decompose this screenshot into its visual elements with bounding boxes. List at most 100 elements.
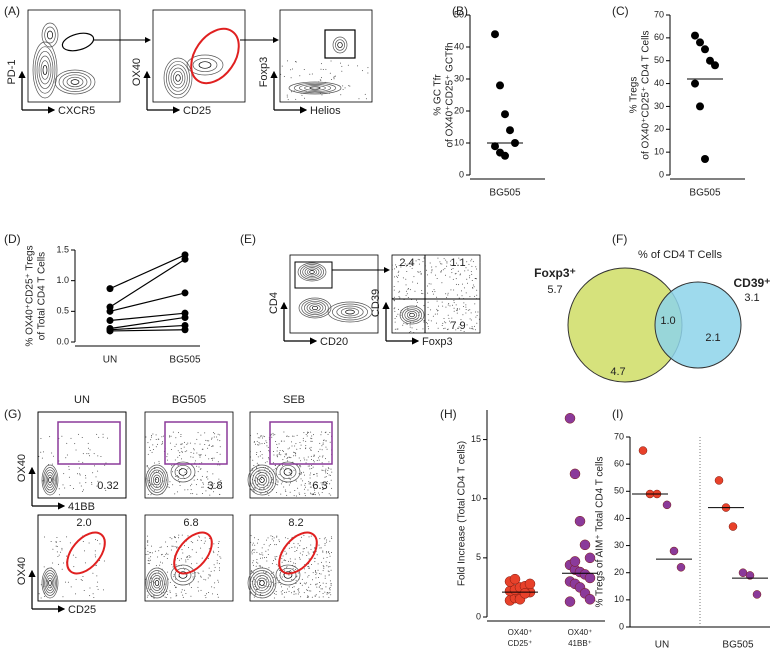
event-dot [320, 63, 322, 65]
event-dot [421, 290, 423, 292]
event-dot [295, 61, 297, 63]
event-dot [270, 581, 272, 583]
event-dot [311, 563, 313, 565]
event-dot [285, 553, 287, 555]
event-dot [51, 452, 53, 454]
y-tick-label: 30 [654, 101, 664, 111]
event-dot [95, 565, 97, 567]
event-dot [329, 540, 331, 542]
event-dot [258, 444, 260, 446]
event-dot [75, 449, 77, 451]
event-dot [190, 485, 192, 487]
event-dot [324, 488, 326, 490]
event-dot [330, 536, 332, 538]
event-dot [263, 487, 265, 489]
event-dot [261, 479, 263, 481]
event-dot [344, 87, 346, 89]
event-dot [314, 492, 316, 494]
event-dot [42, 480, 44, 482]
event-dot [299, 582, 301, 584]
event-dot [198, 536, 200, 538]
event-dot [175, 595, 177, 597]
event-dot [198, 454, 200, 456]
event-dot [261, 547, 263, 549]
event-dot [42, 451, 44, 453]
event-dot [328, 574, 330, 576]
event-dot [409, 322, 411, 324]
contour [309, 304, 321, 312]
event-dot [326, 565, 328, 567]
event-dot [286, 552, 288, 554]
event-dot [291, 435, 293, 437]
event-dot [69, 542, 71, 544]
event-dot [169, 435, 171, 437]
event-dot [444, 327, 446, 329]
event-dot [406, 270, 408, 272]
event-dot [341, 70, 343, 72]
event-dot [432, 293, 434, 295]
event-dot [304, 495, 306, 497]
event-dot [147, 453, 149, 455]
event-dot [315, 574, 317, 576]
point [181, 255, 189, 263]
event-dot [181, 450, 183, 452]
event-dot [325, 551, 327, 553]
event-dot [329, 587, 331, 589]
event-dot [313, 493, 315, 495]
event-dot [40, 584, 42, 586]
event-dot [167, 453, 169, 455]
event-dot [315, 584, 317, 586]
event-dot [331, 471, 333, 473]
event-dot [218, 551, 220, 553]
event-dot [252, 549, 254, 551]
event-dot [38, 456, 40, 458]
event-dot [166, 546, 168, 548]
event-dot [144, 554, 146, 556]
event-dot [443, 328, 445, 330]
event-dot [278, 541, 280, 543]
event-dot [185, 561, 187, 563]
event-dot [324, 591, 326, 593]
event-dot [296, 547, 298, 549]
event-dot [187, 442, 189, 444]
event-dot [357, 65, 359, 67]
event-dot [219, 446, 221, 448]
event-dot [174, 445, 176, 447]
event-dot [310, 446, 312, 448]
point [181, 326, 189, 334]
event-dot [175, 475, 177, 477]
event-dot [165, 541, 167, 543]
event-dot [301, 554, 303, 556]
event-dot [316, 473, 318, 475]
event-dot [405, 265, 407, 267]
point [491, 30, 499, 39]
event-dot [256, 558, 258, 560]
event-dot [327, 469, 329, 471]
event-dot [91, 481, 93, 483]
event-dot [469, 277, 471, 279]
venn-circle [654, 281, 742, 369]
event-dot [251, 482, 253, 484]
y-tick-label: 40 [454, 41, 464, 51]
event-dot [152, 448, 154, 450]
event-dot [299, 75, 301, 77]
y-tick-label: 20 [654, 124, 664, 134]
event-dot [318, 573, 320, 575]
event-dot [276, 556, 278, 558]
event-dot [175, 586, 177, 588]
event-dot [282, 468, 284, 470]
event-dot [99, 543, 101, 545]
contour [174, 567, 192, 583]
event-dot [394, 321, 396, 323]
event-dot [170, 435, 172, 437]
event-dot [169, 537, 171, 539]
event-dot [217, 461, 219, 463]
event-dot [166, 557, 168, 559]
event-dot [307, 465, 309, 467]
event-dot [169, 436, 171, 438]
contour [303, 300, 327, 316]
event-dot [104, 464, 106, 466]
event-dot [469, 275, 471, 277]
event-dot [311, 438, 313, 440]
event-dot [323, 482, 325, 484]
